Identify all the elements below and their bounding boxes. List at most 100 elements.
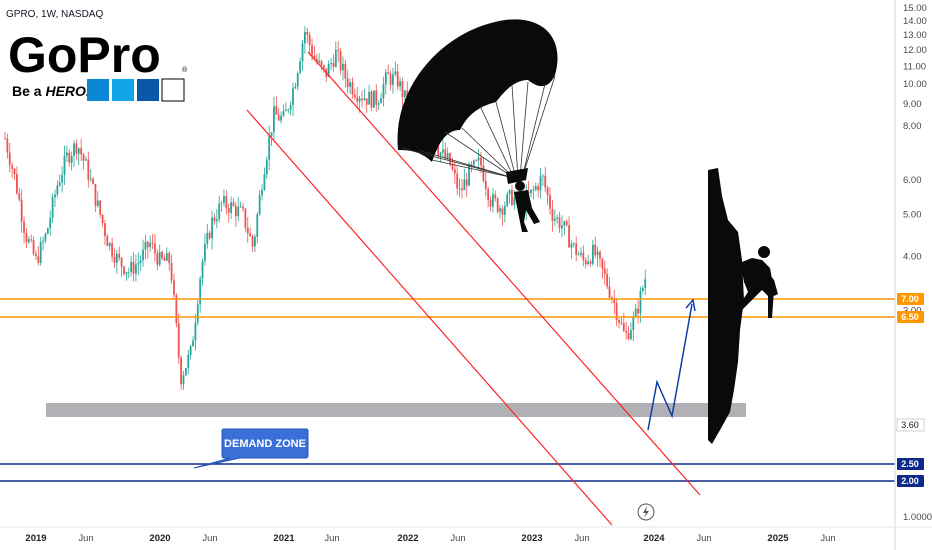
candle-body [175,295,178,324]
candle-body [365,98,368,105]
candle-body [453,169,456,174]
candle-body [96,200,99,206]
candle-body [556,217,559,219]
candle-body [544,175,547,188]
candle-body [546,187,549,196]
x-tick-label: 2021 [273,533,295,544]
candle-body [313,55,316,59]
candle-body [339,51,342,71]
candle-body [468,164,470,186]
candle-body [23,221,25,233]
candle-body [180,357,183,385]
y-tick-label: 1.0000 [903,512,932,523]
candle-body [589,261,592,264]
support-price-tag-text: 2.50 [901,459,919,469]
candle-body [256,214,259,237]
candle-body [361,98,363,100]
candle-body [401,81,404,97]
candle-body [444,149,447,158]
demand-zone-band [46,403,746,417]
x-tick-label: Jun [574,533,589,544]
candle-body [311,45,313,56]
candle-body [239,206,242,208]
candle-body [42,240,44,243]
candle-body [537,186,540,191]
candle-body [532,189,535,191]
candle-body [508,190,511,195]
candle-body [632,316,635,331]
candle-body [65,152,68,156]
candle-body [77,148,80,154]
candle-body [294,86,297,89]
candle-body [551,208,554,221]
candle-body [463,179,466,191]
candle-body [6,138,9,153]
candle-body [249,233,252,237]
candle-body [394,71,397,75]
candle-body [156,253,159,265]
x-tick-label: Jun [202,533,217,544]
candle-body [25,232,28,242]
lines-layer [0,51,895,526]
candle-body [292,88,294,106]
candle-body [106,236,109,247]
candle-body [263,174,266,190]
candle-body [382,84,385,99]
candle-body [194,322,197,341]
y-tick-label: 8.00 [903,121,922,132]
candle-body [346,78,349,87]
candle-body [582,252,585,260]
x-tick-label: Jun [78,533,93,544]
candle-body [127,271,130,273]
candle-body [618,319,620,323]
candle-body [211,217,213,239]
resistance-price-tag [897,311,924,323]
y-tick-label: 13.00 [903,30,927,41]
candle-body [70,155,73,163]
candle-body [613,299,616,304]
candle-body [94,184,97,206]
candle-body [135,264,137,274]
candle-body [46,228,49,234]
candle-body [458,188,461,190]
candle-body [308,34,311,46]
candle-body [299,61,302,74]
candle-body [201,261,204,279]
candle-body [258,195,261,215]
candle-body [282,111,285,116]
candle-body [301,43,304,62]
candle-body [208,232,211,239]
resistance-price-tag [897,293,924,305]
candle-body [16,174,18,194]
candle-body [439,152,442,156]
candle-body [351,82,354,95]
candle-body [63,155,66,176]
candle-body [265,159,268,175]
candle-body [289,105,292,110]
parachutist-icon [397,19,558,232]
candle-body [399,81,401,87]
candle-body [218,203,221,220]
candle-body [44,233,47,241]
candle-body [484,180,487,189]
x-tick-label: 2020 [149,533,170,544]
candle-body [387,72,390,75]
candle-body [622,323,625,331]
candle-body [251,236,254,247]
candle-body [380,98,382,104]
candle-body [603,268,606,275]
candle-body [472,160,475,165]
candle-body [375,90,378,105]
candle-body [165,253,168,261]
candle-body [511,190,513,205]
candle-body [8,152,11,166]
candle-body [54,194,56,198]
candle-body [572,243,575,245]
support-price-tag [897,458,924,470]
y-tick-label: 4.00 [903,251,922,262]
candle-body [163,258,166,261]
candle-body [20,199,23,222]
candle-body [577,254,580,256]
candle-body [591,244,594,264]
